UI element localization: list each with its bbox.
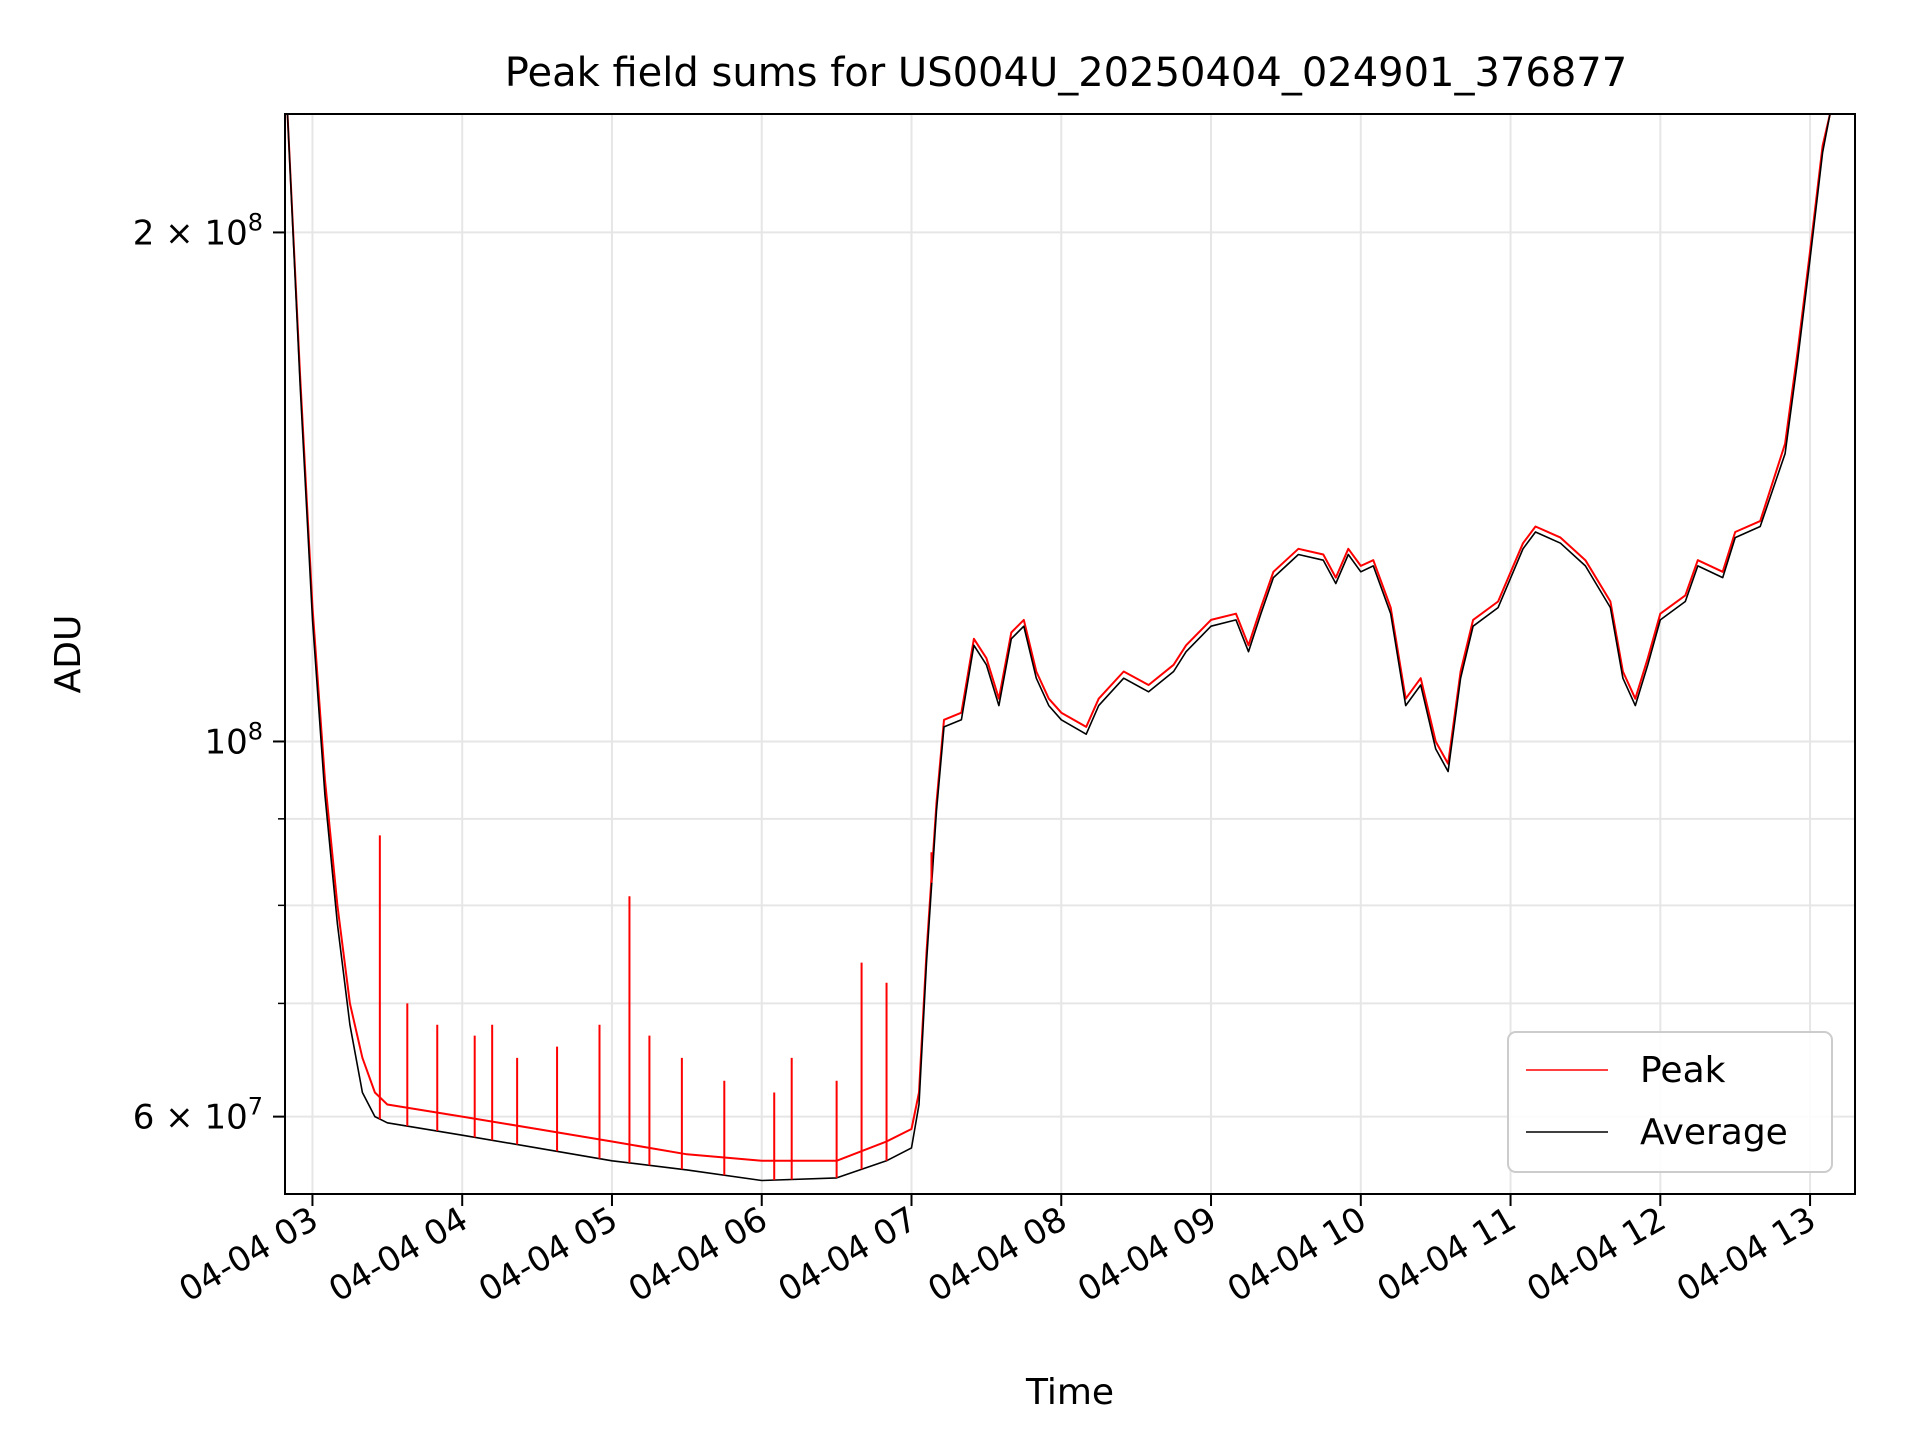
x-tick-label: 04-04 03 bbox=[173, 1199, 325, 1310]
legend-label-peak: Peak bbox=[1640, 1050, 1726, 1091]
chart-title: Peak field sums for US004U_20250404_0249… bbox=[505, 50, 1627, 96]
series-line-average bbox=[286, 114, 1831, 1182]
legend-label-average: Average bbox=[1640, 1112, 1788, 1153]
x-tick-label: 04-04 05 bbox=[472, 1199, 624, 1310]
x-tick-label: 04-04 06 bbox=[622, 1199, 774, 1310]
y-tick-label: 6 × 107 bbox=[133, 1093, 263, 1138]
plot-frame bbox=[284, 113, 1856, 1195]
x-axis-label: Time bbox=[1025, 1372, 1114, 1413]
legend-box bbox=[1507, 1031, 1833, 1173]
x-tick-label: 04-04 12 bbox=[1520, 1199, 1672, 1310]
x-tick-label: 04-04 10 bbox=[1221, 1199, 1373, 1310]
y-axis-label: ADU bbox=[48, 615, 89, 694]
grid bbox=[285, 114, 1855, 1194]
x-tick-label: 04-04 11 bbox=[1371, 1199, 1523, 1310]
series-line-peak bbox=[286, 114, 1831, 1162]
y-tick-label: 108 bbox=[204, 717, 263, 762]
x-tick-label: 04-04 09 bbox=[1071, 1199, 1223, 1310]
y-tick-label: 2 × 108 bbox=[133, 208, 263, 253]
x-tick-label: 04-04 04 bbox=[322, 1199, 474, 1310]
legend: Peak Average bbox=[1507, 1031, 1833, 1173]
series-layer bbox=[286, 114, 1831, 1182]
x-tick-label: 04-04 08 bbox=[921, 1199, 1073, 1310]
x-tick-label: 04-04 13 bbox=[1670, 1199, 1822, 1310]
x-tick-label: 04-04 07 bbox=[772, 1199, 924, 1310]
